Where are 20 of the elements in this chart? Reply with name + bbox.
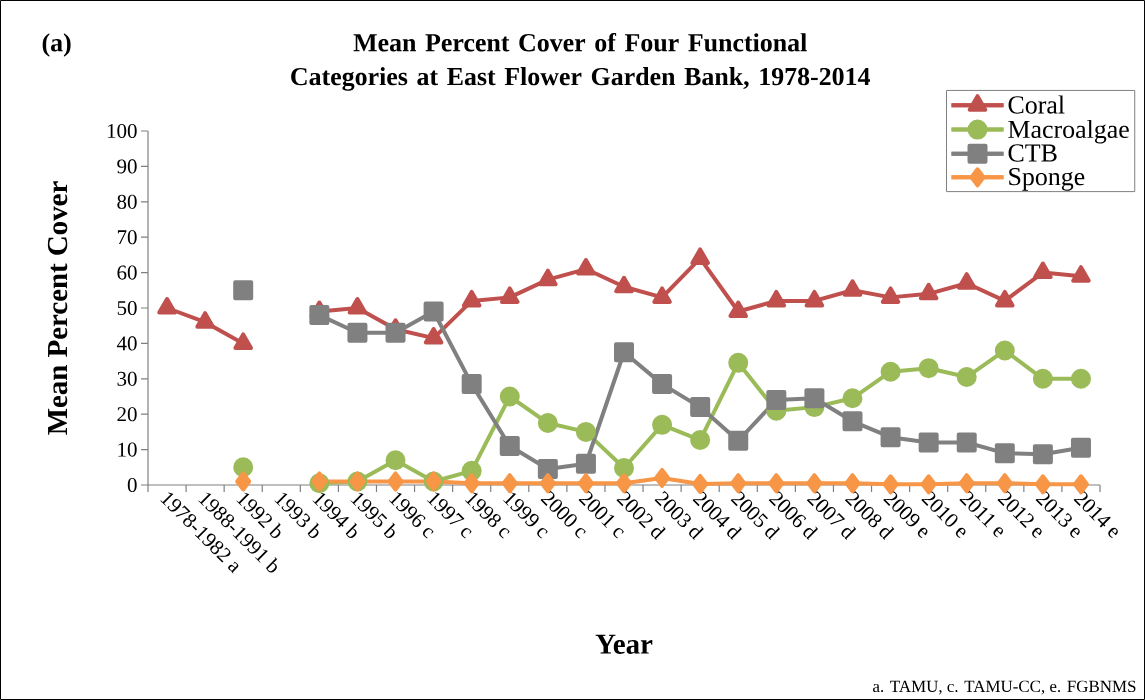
y-tick-label: 10 (118, 442, 137, 457)
legend-label: Sponge (1009, 167, 1085, 191)
legend-label: Macroalgae (1008, 119, 1129, 144)
y-tick-label: 50 (117, 300, 137, 316)
y-tick-label: 70 (117, 230, 137, 245)
chart-title: Mean Percent Cover of Four Functional Categories at East Flower Garden Bank, 1978-2014 (291, 32, 871, 91)
y-tick-label: 100 (107, 123, 137, 139)
y-axis-title: Mean Percent Cover (47, 181, 68, 435)
y-tick-label: 90 (117, 159, 137, 174)
y-tick-label: 80 (117, 194, 137, 209)
y-tick-label: 30 (117, 371, 137, 386)
text: a. TAMU, c. TAMU-CC, e. FGBNMS (873, 680, 1136, 695)
y-tick-label: 40 (116, 336, 137, 351)
y-tick-label: 20 (117, 407, 137, 422)
text: (a) (42, 33, 71, 57)
legend-label: Coral (1008, 95, 1065, 114)
y-tick-label: 0 (127, 477, 137, 493)
legend-label: CTB (1008, 144, 1057, 162)
x-axis-title: Year (595, 634, 653, 654)
y-tick-label: 60 (117, 265, 137, 280)
